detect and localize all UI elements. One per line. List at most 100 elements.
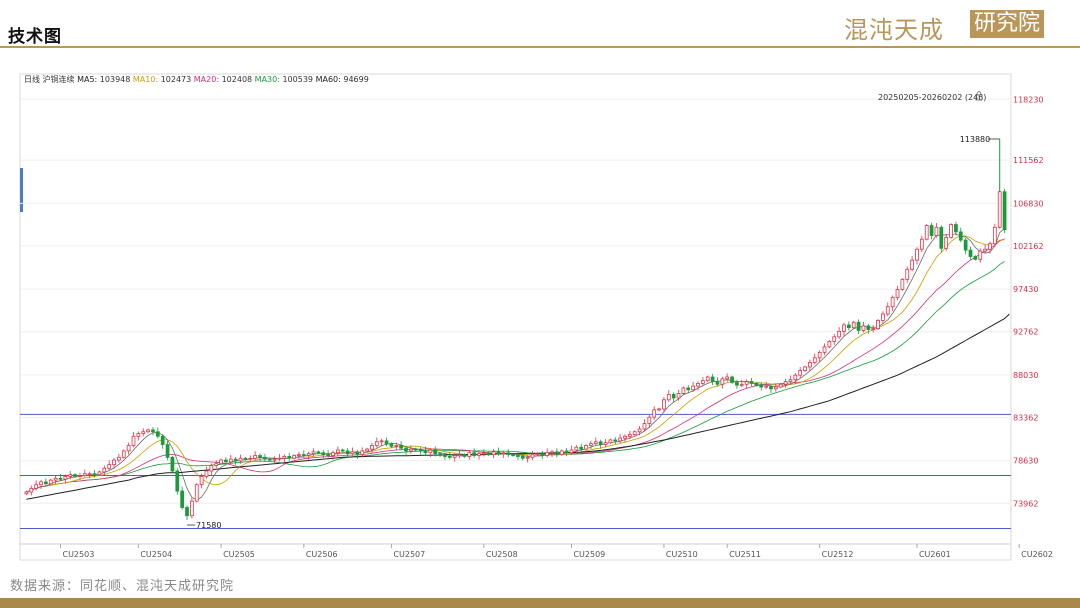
y-tick-label: 97430 xyxy=(1013,285,1038,294)
y-tick-label: 92762 xyxy=(1013,328,1038,337)
candle xyxy=(584,444,588,451)
candle xyxy=(666,390,671,402)
candle xyxy=(97,470,102,477)
y-tick-label: 73962 xyxy=(1013,499,1038,508)
candle xyxy=(365,447,369,453)
candle xyxy=(871,325,876,333)
candle xyxy=(190,497,194,519)
candle xyxy=(812,353,817,365)
candle xyxy=(428,447,433,458)
candle xyxy=(958,227,963,243)
candle xyxy=(613,437,618,445)
x-tick-label: CU2506 xyxy=(306,550,338,559)
candle xyxy=(530,451,535,461)
candle xyxy=(418,447,423,455)
candle xyxy=(394,442,399,450)
legend-ma-value: 103948 xyxy=(100,75,133,84)
candle xyxy=(146,428,150,434)
chart-legend: 日线 沪铜连续 MA5: 103948 MA10: 102473 MA20: 1… xyxy=(24,74,369,84)
candles xyxy=(24,188,1007,520)
x-tick-label: CU2602 xyxy=(1021,550,1053,559)
y-tick-label: 78630 xyxy=(1013,457,1038,466)
candle xyxy=(180,486,185,510)
candle xyxy=(404,446,408,456)
candle xyxy=(214,460,219,469)
candle xyxy=(910,255,914,272)
brand-name: 混沌天成 xyxy=(844,16,944,44)
candle xyxy=(803,365,807,372)
candle xyxy=(1002,188,1007,234)
candle xyxy=(876,319,880,330)
candle xyxy=(185,505,189,520)
candle xyxy=(68,471,73,480)
candle xyxy=(730,375,734,384)
left-scroll-marker[interactable] xyxy=(20,168,23,212)
candle xyxy=(399,441,404,451)
y-tick-label: 111562 xyxy=(1013,156,1044,165)
lock-icon[interactable] xyxy=(975,91,983,101)
candle xyxy=(564,448,569,457)
candle xyxy=(798,367,803,378)
candle xyxy=(608,438,613,445)
candle xyxy=(827,340,832,349)
candle xyxy=(233,457,238,466)
candle xyxy=(632,430,637,436)
candle xyxy=(477,451,481,460)
y-tick-label: 106830 xyxy=(1013,199,1044,208)
candle xyxy=(374,437,379,448)
x-tick-label: CU2510 xyxy=(666,550,698,559)
candle xyxy=(574,445,579,455)
candle xyxy=(749,377,754,387)
candle xyxy=(846,321,851,331)
candle xyxy=(589,440,593,449)
candle xyxy=(516,452,520,460)
candle xyxy=(360,447,365,458)
candle xyxy=(53,475,58,484)
candle xyxy=(496,447,501,456)
candle xyxy=(686,385,691,394)
candle xyxy=(978,248,983,263)
candle xyxy=(710,374,715,386)
candle xyxy=(306,451,311,460)
candle xyxy=(340,448,345,453)
x-tick-label: CU2511 xyxy=(729,550,761,559)
candle xyxy=(155,427,160,439)
legend-ma-value: 100539 xyxy=(282,75,315,84)
grid-lines xyxy=(20,98,1011,504)
candle xyxy=(126,442,131,455)
candle xyxy=(491,448,496,459)
candle xyxy=(915,247,919,265)
candle xyxy=(438,452,442,457)
candle xyxy=(944,233,949,252)
candle xyxy=(992,223,997,247)
candle xyxy=(525,455,530,463)
candle xyxy=(462,453,467,458)
legend-ma-value: 102473 xyxy=(161,75,194,84)
candle xyxy=(988,241,992,254)
legend-period: 日线 沪铜连续 xyxy=(24,74,77,84)
candle xyxy=(282,454,287,463)
candle xyxy=(345,448,350,458)
candle xyxy=(228,454,233,464)
candle xyxy=(598,439,603,449)
x-tick-label: CU2504 xyxy=(140,550,172,559)
candle xyxy=(550,449,554,458)
candle xyxy=(501,450,506,458)
candle xyxy=(769,384,773,394)
candle xyxy=(725,373,730,382)
x-tick-label: CU2512 xyxy=(822,550,854,559)
candle xyxy=(968,246,973,260)
y-tick-label: 118230 xyxy=(1013,95,1044,104)
data-source: 数据来源：同花顺、混沌天成研究院 xyxy=(10,579,235,594)
candle xyxy=(482,449,486,457)
candle xyxy=(822,343,827,356)
candle xyxy=(457,451,462,459)
candle xyxy=(895,285,900,301)
candle xyxy=(759,382,764,391)
candle xyxy=(326,450,331,458)
candle xyxy=(671,392,676,403)
x-tick-label: CU2508 xyxy=(486,550,518,559)
candle xyxy=(297,451,301,460)
candle xyxy=(949,223,953,239)
candle xyxy=(29,485,34,496)
